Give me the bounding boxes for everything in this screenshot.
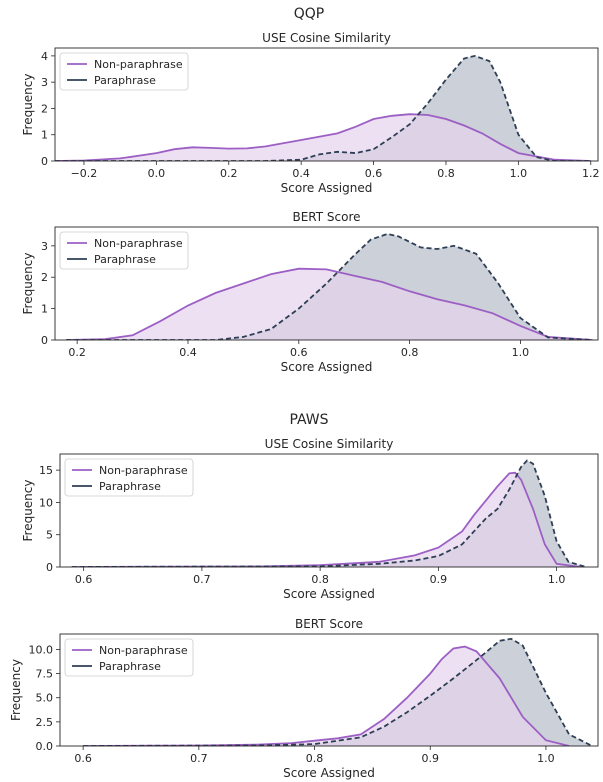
- y-tick-label: 15: [39, 464, 53, 477]
- legend-box: [64, 458, 194, 497]
- x-tick-label: −0.2: [71, 167, 98, 180]
- y-tick-label: 1: [41, 129, 48, 142]
- x-axis-label: Score Assigned: [283, 766, 375, 780]
- x-tick-label: 1.2: [582, 167, 600, 180]
- y-tick-label: 5: [46, 529, 53, 542]
- x-tick-label: 0.0: [148, 167, 166, 180]
- y-tick-label: 0.0: [36, 740, 54, 753]
- y-tick-label: 2: [41, 271, 48, 284]
- legend-label-non-paraphrase: Non-paraphrase: [99, 464, 188, 477]
- y-tick-label: 2.5: [36, 716, 54, 729]
- line-paraphrase: [55, 54, 591, 161]
- line-paraphrase: [66, 232, 593, 340]
- line-paraphrase: [83, 637, 593, 746]
- legend-label-paraphrase: Paraphrase: [94, 74, 156, 87]
- x-tick-label: 0.2: [68, 346, 86, 359]
- line-non-paraphrase: [71, 471, 581, 567]
- area-non-paraphrase: [83, 646, 570, 746]
- y-tick-label: 7.5: [36, 668, 54, 681]
- y-tick-label: 10: [39, 496, 53, 509]
- legend-label-paraphrase: Paraphrase: [94, 253, 156, 266]
- y-tick-label: 10.0: [29, 643, 54, 656]
- x-axis-label: Score Assigned: [283, 587, 375, 601]
- plot-frame: [59, 633, 599, 747]
- x-tick-label: 0.8: [437, 167, 455, 180]
- y-tick-label: 0: [41, 155, 48, 168]
- x-tick-label: 1.0: [512, 346, 530, 359]
- chart-title: BERT Score: [292, 210, 360, 224]
- line-non-paraphrase: [55, 113, 591, 161]
- chart-title: BERT Score: [295, 617, 363, 631]
- legend-label-non-paraphrase: Non-paraphrase: [94, 237, 183, 250]
- section-title-paws: PAWS: [289, 412, 328, 428]
- x-tick-label: 0.8: [306, 752, 324, 765]
- x-tick-label: 1.0: [548, 573, 566, 586]
- y-tick-label: 4: [41, 50, 48, 63]
- legend-box: [59, 52, 189, 91]
- y-tick-label: 1: [41, 303, 48, 316]
- area-non-paraphrase: [66, 268, 593, 340]
- area-non-paraphrase: [55, 114, 591, 161]
- x-tick-label: 0.9: [421, 752, 439, 765]
- x-tick-label: 0.7: [193, 573, 211, 586]
- x-tick-label: 1.0: [537, 752, 555, 765]
- plot-frame: [54, 47, 599, 162]
- y-tick-label: 5.0: [36, 692, 54, 705]
- section-title-qqp: QQP: [294, 6, 324, 22]
- x-tick-label: 0.6: [74, 752, 92, 765]
- chart-title: USE Cosine Similarity: [262, 31, 391, 45]
- x-tick-label: 0.6: [75, 573, 93, 586]
- legend-box: [64, 638, 194, 677]
- legend-label-paraphrase: Paraphrase: [99, 660, 161, 673]
- plot-frame: [59, 453, 599, 568]
- plot-frame: [54, 226, 599, 341]
- x-tick-label: 0.8: [401, 346, 419, 359]
- x-tick-label: 0.4: [292, 167, 310, 180]
- y-tick-label: 0: [41, 334, 48, 347]
- x-tick-label: 0.2: [220, 167, 238, 180]
- legend-label-paraphrase: Paraphrase: [99, 480, 161, 493]
- area-non-paraphrase: [71, 472, 581, 567]
- y-axis-label: Frequency: [21, 74, 35, 136]
- y-tick-label: 2: [41, 102, 48, 115]
- x-axis-label: Score Assigned: [281, 360, 373, 374]
- y-axis-label: Frequency: [9, 659, 23, 721]
- legend-box: [59, 231, 189, 270]
- chart-paws-use-cosine: USE Cosine Similarity 0.6 0.7 0.8 0.9 1.0 0 5 10…: [21, 437, 599, 601]
- chart-title: USE Cosine Similarity: [265, 437, 394, 451]
- legend-label-non-paraphrase: Non-paraphrase: [99, 644, 188, 657]
- x-tick-label: 1.0: [510, 167, 528, 180]
- x-tick-label: 0.4: [179, 346, 197, 359]
- y-axis-label: Frequency: [21, 480, 35, 542]
- legend-label-non-paraphrase: Non-paraphrase: [94, 58, 183, 71]
- x-tick-label: 0.9: [430, 573, 448, 586]
- y-tick-label: 3: [41, 240, 48, 253]
- chart-qqp-use-cosine: USE Cosine Similarity −0.2 0.0 0.2 0.4 0.6 0.8…: [21, 31, 600, 195]
- x-tick-label: 0.7: [190, 752, 208, 765]
- y-tick-label: 3: [41, 76, 48, 89]
- line-non-paraphrase: [83, 645, 570, 746]
- chart-paws-bert-score: BERT Score 0.6 0.7 0.8 0.9 1.0 0.0 2.5 5.0 7.5 10.…: [9, 617, 599, 780]
- y-tick-label: 0: [46, 561, 53, 574]
- x-axis-label: Score Assigned: [281, 181, 373, 195]
- x-tick-label: 0.8: [311, 573, 329, 586]
- line-non-paraphrase: [66, 267, 593, 340]
- x-tick-label: 0.6: [365, 167, 383, 180]
- chart-qqp-bert-score: BERT Score 0.2 0.4 0.6 0.8 1.0 0 1 2 3 Score Assig…: [21, 210, 599, 374]
- y-axis-label: Frequency: [21, 253, 35, 315]
- x-tick-label: 0.6: [290, 346, 308, 359]
